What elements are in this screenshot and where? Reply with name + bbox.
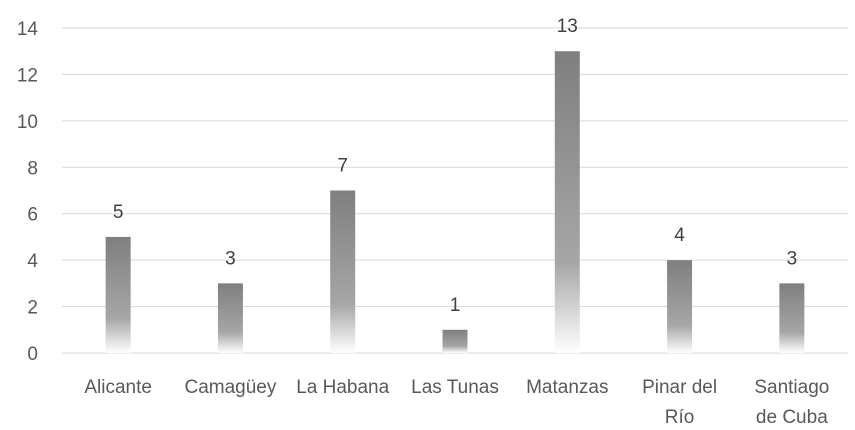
data-label: 13 <box>557 16 578 37</box>
x-tick-label-line: Pinar del <box>642 377 717 398</box>
y-tick-label: 8 <box>27 158 38 179</box>
y-tick-label: 0 <box>27 344 38 365</box>
y-tick-label: 12 <box>17 65 38 86</box>
x-tick-label-line: Río <box>665 407 695 428</box>
gridlines <box>62 27 848 354</box>
x-tick-label: Santiago de Cuba <box>754 377 829 428</box>
x-axis-tick-labels: Alicante Camagüey La Habana Las Tunas Matanz… <box>84 377 829 428</box>
x-tick-label-line: Alicante <box>84 377 152 398</box>
x-tick-label: Alicante <box>84 377 152 398</box>
y-tick-label: 6 <box>27 205 38 226</box>
y-tick-label: 2 <box>27 298 38 319</box>
bars <box>105 51 805 353</box>
data-label: 4 <box>674 225 685 246</box>
x-tick-label-line: Camagüey <box>184 377 276 398</box>
data-label: 3 <box>225 248 236 269</box>
bar <box>330 190 356 353</box>
bar <box>105 236 131 353</box>
y-axis-tick-labels: 0 2 4 6 8 10 12 14 <box>17 19 39 365</box>
x-tick-label-line: Santiago <box>754 377 829 398</box>
data-labels: 5 3 7 1 13 4 3 <box>113 16 797 316</box>
x-tick-label-line: de Cuba <box>756 407 828 428</box>
y-tick-label: 4 <box>27 251 38 272</box>
x-tick-label: Matanzas <box>526 377 608 398</box>
x-tick-label: Pinar del Río <box>642 377 717 428</box>
bar <box>779 283 805 353</box>
x-tick-label-line: Matanzas <box>526 377 608 398</box>
bar <box>554 51 580 353</box>
data-label: 7 <box>337 156 348 177</box>
x-tick-label: La Habana <box>296 377 389 398</box>
data-label: 5 <box>113 202 124 223</box>
data-label: 3 <box>787 248 798 269</box>
x-tick-label: Las Tunas <box>411 377 499 398</box>
data-label: 1 <box>450 295 461 316</box>
bar <box>217 283 243 353</box>
x-tick-label-line: La Habana <box>296 377 389 398</box>
y-tick-label: 10 <box>17 112 38 133</box>
bar <box>442 329 468 353</box>
bar <box>667 260 693 353</box>
y-tick-label: 14 <box>17 19 39 40</box>
x-tick-label: Camagüey <box>184 377 276 398</box>
x-tick-label-line: Las Tunas <box>411 377 499 398</box>
